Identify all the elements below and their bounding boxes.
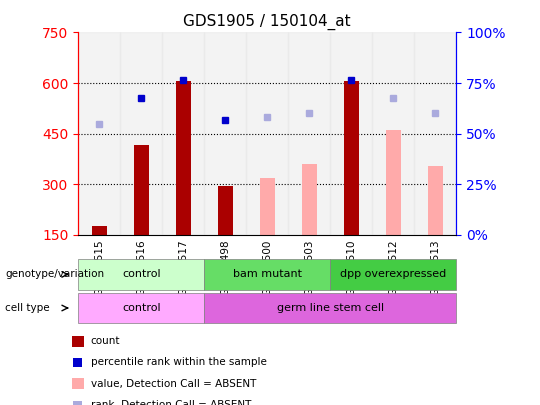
Bar (218, 186, 233, 235)
Bar (120, 32, 163, 235)
Bar (92, 226, 107, 235)
Text: control: control (122, 303, 160, 313)
Bar (176, 81, 191, 235)
Bar (344, 81, 359, 235)
Bar (414, 32, 456, 235)
Bar (163, 32, 204, 235)
Bar (428, 166, 443, 235)
Text: genotype/variation: genotype/variation (5, 269, 105, 279)
Text: value, Detection Call = ABSENT: value, Detection Call = ABSENT (91, 379, 256, 388)
Bar (372, 32, 414, 235)
Bar (246, 32, 288, 235)
Bar (260, 177, 275, 235)
Bar (134, 145, 148, 235)
Bar (78, 32, 120, 235)
Text: percentile rank within the sample: percentile rank within the sample (91, 358, 267, 367)
Text: rank, Detection Call = ABSENT: rank, Detection Call = ABSENT (91, 400, 251, 405)
Bar (302, 164, 316, 235)
Bar (204, 32, 246, 235)
Text: count: count (91, 337, 120, 346)
Text: germ line stem cell: germ line stem cell (276, 303, 384, 313)
Title: GDS1905 / 150104_at: GDS1905 / 150104_at (184, 13, 351, 30)
Bar (386, 130, 401, 235)
Text: dpp overexpressed: dpp overexpressed (340, 269, 447, 279)
Bar (330, 32, 372, 235)
Text: cell type: cell type (5, 303, 50, 313)
Bar (288, 32, 330, 235)
Text: bam mutant: bam mutant (233, 269, 302, 279)
Text: control: control (122, 269, 160, 279)
